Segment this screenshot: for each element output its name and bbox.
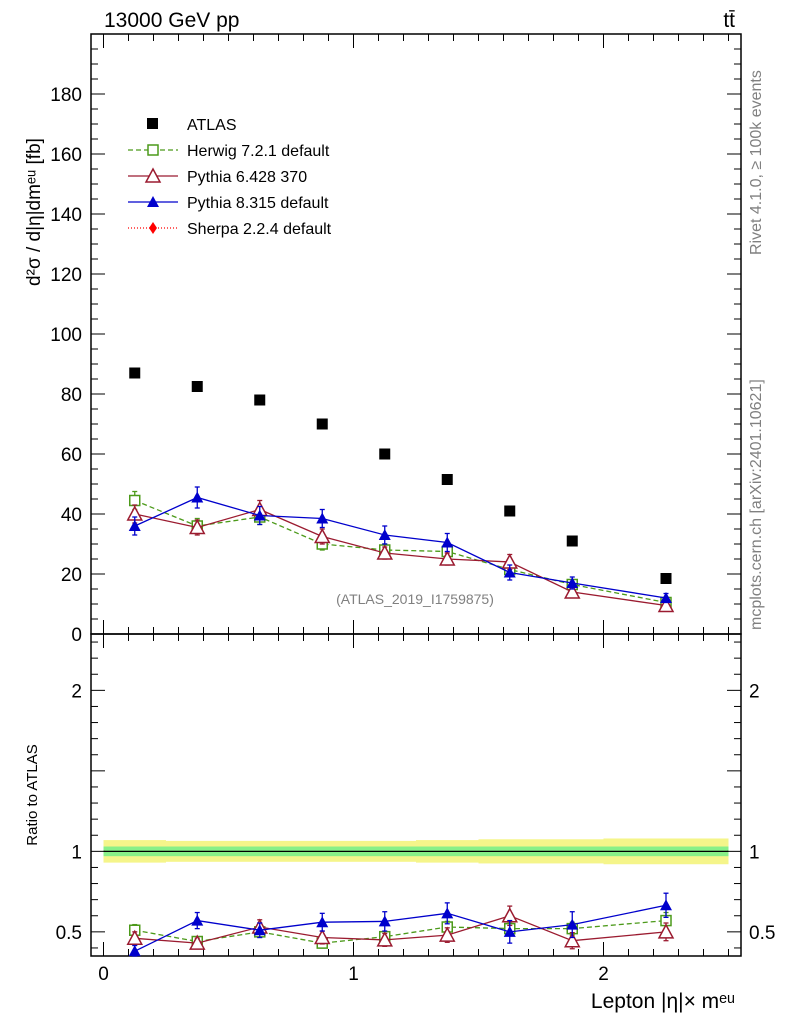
legend: ATLAS Herwig 7.2.1 default Pythia 6.428 … [128, 117, 332, 238]
top-pythia8-point [660, 592, 672, 603]
ratio-pythia6-point [563, 932, 581, 948]
ratio-series-layer [126, 892, 675, 957]
ratio-ytick-label-right: 2 [749, 681, 760, 702]
top-pythia8-point [253, 509, 266, 521]
ratio-pythia6-point [438, 926, 456, 942]
top-ytick-label: 40 [61, 505, 82, 526]
top-pythia8-point [566, 577, 579, 588]
legend-marker-herwig [147, 144, 159, 156]
atlas-point [441, 474, 453, 485]
atlas-points [129, 367, 672, 584]
ratio-pythia8-line [134, 904, 667, 952]
top-ytick-label: 0 [71, 625, 82, 646]
ratio-pythia8-point [503, 925, 516, 937]
ratio-pythia6-point [313, 928, 331, 945]
atlas-point [191, 381, 203, 392]
ratio-pythia6-point [188, 934, 206, 950]
atlas-point [566, 535, 578, 547]
ratio-panel-frame [90, 633, 742, 957]
legend-marker-pythia8 [147, 196, 159, 207]
top-ytick-label: 80 [61, 385, 82, 406]
ratio-pythia8-point [660, 899, 672, 911]
atlas-point [316, 418, 328, 430]
ratio-pythia6-point [126, 929, 144, 946]
ratio-pythia8-point [316, 916, 329, 928]
top-pythia6-point [657, 596, 675, 613]
top-ytick-label: 20 [61, 565, 82, 586]
top-ytick-label: 180 [50, 85, 82, 106]
ratio-pythia8-point [441, 907, 454, 919]
x-tick-label: 1 [348, 964, 359, 985]
legend-label-atlas: ATLAS [187, 117, 237, 134]
top-pythia8-point [378, 529, 391, 540]
ratio-pythia6-point [501, 907, 519, 923]
top-pythia8-line [134, 496, 667, 599]
ratio-ytick-label-left: 1 [71, 842, 82, 863]
x-tick-label: 2 [598, 964, 609, 985]
ratio-ylabel: Ratio to ATLAS [24, 744, 41, 845]
legend-marker-pythia6 [144, 167, 162, 183]
top-pythia8-point [503, 566, 516, 578]
top-herwig-point [129, 494, 141, 507]
top-ytick-label: 120 [50, 265, 82, 286]
top-pythia8-point [441, 536, 454, 548]
source-label: mcplots.cern.ch [arXiv:2401.10621] [748, 379, 765, 630]
top-pythia6-point [188, 518, 206, 535]
ratio-pythia6-point [657, 923, 675, 939]
top-herwig-line [134, 499, 667, 604]
header-process: tt̄ [723, 9, 735, 32]
atlas-point [504, 505, 516, 517]
legend-label-pythia6: Pythia 6.428 370 [187, 169, 307, 186]
ratio-pythia6-point [376, 931, 394, 947]
top-pythia6-point [376, 544, 394, 560]
top-ytick-label: 100 [50, 325, 82, 346]
top-pythia6-point [563, 583, 581, 599]
top-ytick-label: 60 [61, 445, 82, 466]
legend-label-sherpa: Sherpa 2.2.4 default [187, 221, 332, 238]
series-layer [126, 486, 675, 613]
top-pythia8-point [128, 520, 141, 531]
legend-label-pythia8: Pythia 8.315 default [187, 195, 329, 212]
x-tick-label: 0 [98, 964, 109, 985]
analysis-label: (ATLAS_2019_I1759875) [336, 591, 494, 607]
atlas-uncertainty-band [103, 838, 729, 865]
ratio-ytick-label-left: 0.5 [56, 923, 82, 944]
ratio-ytick-label-right: 0.5 [749, 923, 775, 944]
legend-label-herwig: Herwig 7.2.1 default [187, 143, 330, 160]
ratio-pythia8-point [253, 924, 266, 936]
top-ytick-label: 160 [50, 145, 82, 166]
x-axis-label: Lepton |η|× mᵉᵘ [591, 990, 735, 1013]
top-pythia8-point [191, 491, 204, 503]
ratio-pythia8-point [566, 918, 579, 930]
top-pythia6-point [313, 527, 331, 544]
atlas-point [129, 367, 141, 379]
header-energy: 13000 GeV pp [104, 9, 239, 32]
atlas-point [254, 394, 266, 406]
top-ytick-label: 140 [50, 205, 82, 226]
ratio-ytick-label-right: 1 [749, 842, 760, 863]
rivet-label: Rivet 4.1.0, ≥ 100k events [748, 70, 765, 255]
top-ylabel: d²σ / d|η|dmᵉᵘ [fb] [24, 138, 45, 286]
ratio-pythia8-point [128, 945, 141, 957]
legend-marker-atlas [147, 118, 158, 129]
ratio-pythia8-point [378, 915, 391, 927]
ratio-pythia8-point [191, 914, 204, 926]
atlas-point [379, 448, 391, 460]
top-pythia6-point [438, 550, 456, 566]
atlas-point [660, 573, 672, 584]
top-pythia8-point [316, 512, 329, 524]
legend-marker-sherpa [149, 222, 157, 234]
ratio-ytick-label-left: 2 [71, 681, 82, 702]
